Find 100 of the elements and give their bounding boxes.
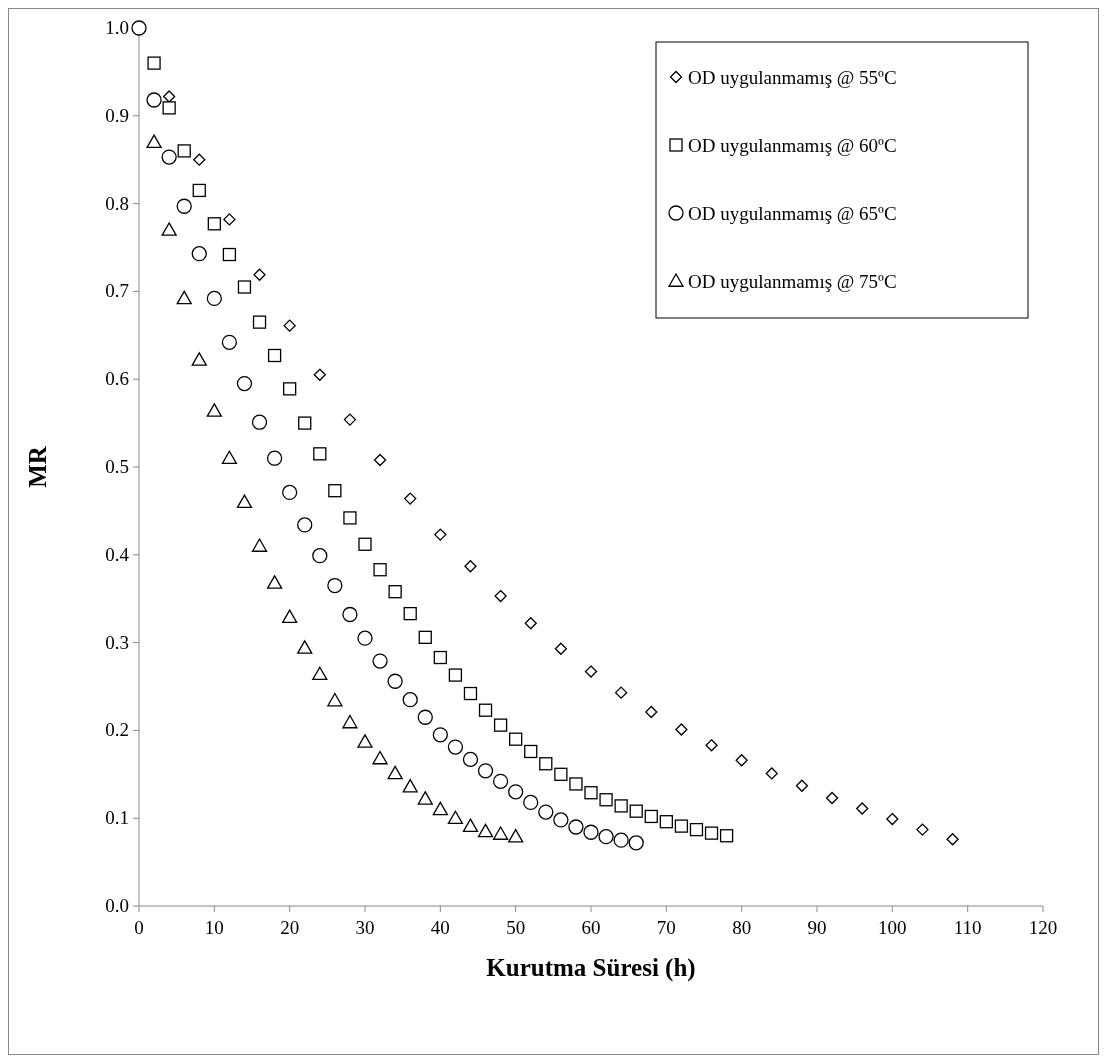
- x-tick-label: 0: [134, 917, 144, 938]
- point: [598, 828, 614, 845]
- point: [614, 686, 628, 699]
- point: [297, 640, 313, 654]
- point: [221, 334, 238, 350]
- point: [599, 793, 613, 807]
- point: [509, 732, 523, 746]
- point: [282, 484, 298, 501]
- point: [583, 824, 599, 840]
- y-tick-label: 0.6: [105, 368, 129, 390]
- y-axis-title: MR: [24, 445, 51, 488]
- point: [735, 754, 748, 767]
- point: [433, 650, 447, 665]
- x-tick-label: 10: [204, 917, 224, 938]
- point: [417, 791, 433, 805]
- point: [614, 799, 628, 813]
- x-tick-label: 90: [807, 917, 827, 938]
- point: [434, 528, 447, 541]
- point: [161, 222, 177, 236]
- y-tick-label: 0.2: [105, 719, 129, 741]
- point: [629, 804, 643, 818]
- point: [628, 835, 644, 851]
- point: [554, 767, 568, 781]
- point: [387, 765, 403, 780]
- point: [357, 630, 373, 646]
- legend-label: OD uygulanmamış @ 65ºC: [688, 203, 897, 224]
- point: [327, 692, 343, 707]
- point: [223, 213, 236, 226]
- point: [674, 819, 689, 833]
- point: [478, 703, 493, 717]
- point: [492, 826, 509, 840]
- point: [191, 352, 207, 366]
- point: [644, 809, 658, 824]
- point: [161, 149, 177, 165]
- legend-label: OD uygulanmamış @ 75ºC: [688, 271, 897, 292]
- point: [417, 709, 433, 725]
- point: [613, 832, 629, 848]
- point: [236, 494, 253, 509]
- point: [492, 773, 509, 789]
- x-tick-label: 30: [355, 917, 375, 938]
- point: [524, 744, 538, 759]
- point: [206, 290, 222, 307]
- point: [283, 319, 296, 332]
- point: [388, 585, 402, 599]
- point: [719, 829, 734, 843]
- point: [313, 447, 327, 461]
- point: [162, 101, 176, 115]
- point: [207, 217, 221, 231]
- x-tick-label: 80: [732, 917, 752, 938]
- point: [538, 804, 554, 820]
- point: [523, 794, 539, 811]
- point: [193, 153, 206, 166]
- point: [946, 833, 959, 846]
- point: [704, 826, 719, 840]
- y-tick-label: 0.1: [105, 807, 129, 829]
- point: [689, 822, 704, 837]
- point: [358, 537, 372, 551]
- point: [508, 828, 524, 843]
- point: [402, 778, 418, 793]
- point: [298, 416, 312, 430]
- point: [266, 575, 283, 589]
- point: [493, 718, 508, 732]
- point: [131, 20, 147, 36]
- legend-label: OD uygulanmamış @ 55ºC: [688, 67, 897, 88]
- point: [146, 92, 162, 108]
- y-tick-label: 0.9: [105, 104, 129, 126]
- point: [327, 577, 343, 594]
- point: [568, 819, 584, 835]
- point: [373, 453, 387, 467]
- y-tick-label: 0.8: [105, 192, 129, 214]
- point: [297, 517, 313, 533]
- point: [147, 56, 161, 70]
- x-tick-label: 100: [878, 917, 907, 938]
- point: [569, 777, 583, 791]
- point: [584, 786, 598, 800]
- point: [462, 751, 479, 768]
- legend-label: OD uygulanmamış @ 60ºC: [688, 135, 897, 156]
- point: [192, 183, 206, 198]
- point: [282, 609, 298, 624]
- point: [645, 705, 658, 719]
- point: [448, 668, 463, 682]
- point: [221, 450, 238, 465]
- point: [373, 563, 387, 577]
- point: [524, 617, 537, 630]
- point: [539, 757, 553, 771]
- point: [387, 673, 403, 689]
- point: [267, 348, 282, 363]
- point: [432, 727, 448, 743]
- point: [176, 290, 192, 305]
- point: [494, 589, 507, 603]
- point: [162, 90, 176, 103]
- y-tick-label: 0.5: [105, 456, 129, 477]
- point: [432, 801, 448, 816]
- point: [206, 403, 222, 417]
- point: [856, 802, 869, 815]
- point: [251, 538, 268, 552]
- point: [825, 791, 839, 805]
- x-tick-label: 50: [506, 917, 526, 938]
- point: [253, 268, 266, 281]
- y-tick-label: 0.0: [105, 895, 129, 916]
